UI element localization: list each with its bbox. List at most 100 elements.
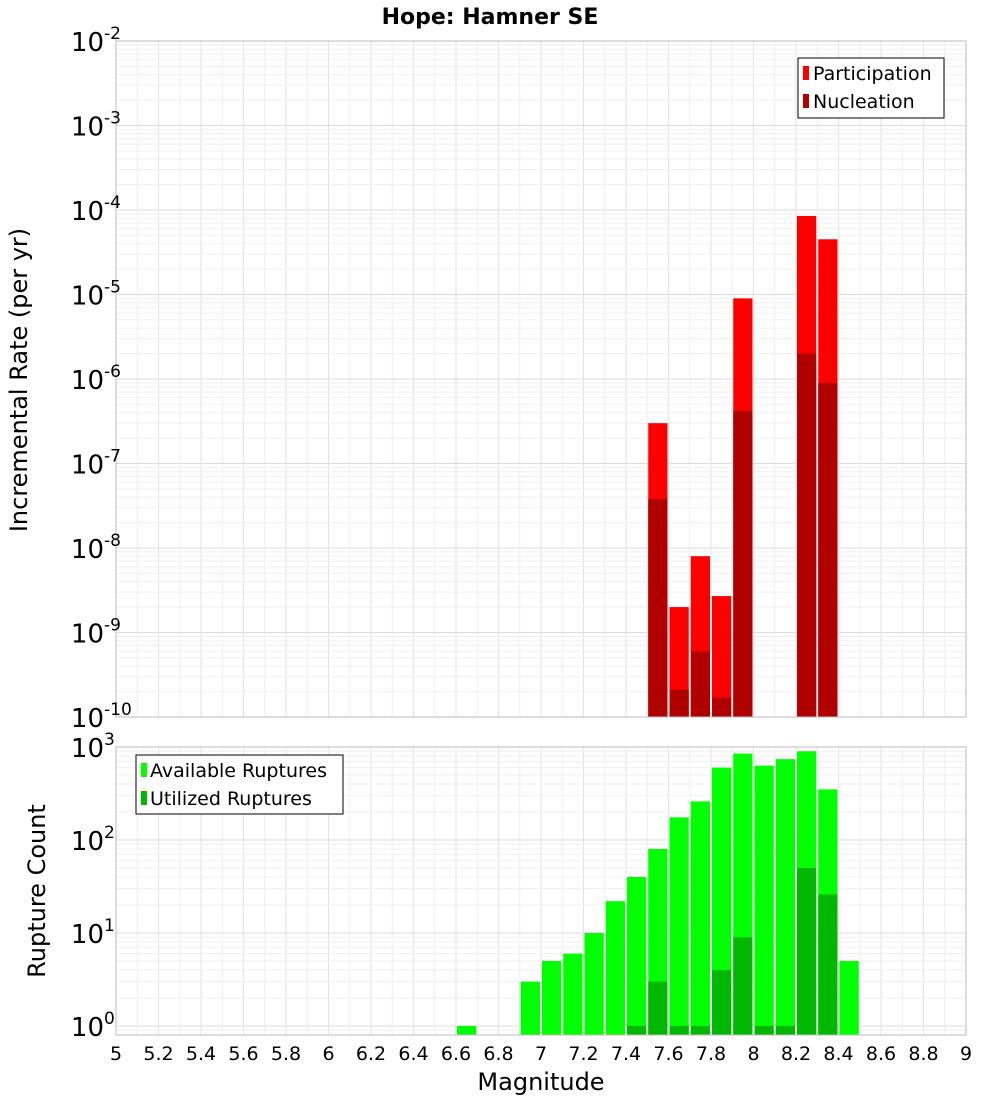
rate-legend-box	[797, 57, 945, 119]
rate-y-tick-label: 10	[71, 704, 104, 734]
count-bar-b	[797, 867, 817, 1035]
count-bar-b	[775, 1025, 795, 1035]
count-bar-a	[712, 767, 732, 1035]
count-bar-b	[648, 981, 668, 1035]
rate-y-ticks: 10-210-310-410-510-610-710-810-910-10	[71, 24, 132, 734]
rate-grid	[115, 40, 967, 718]
count-legend-box	[135, 754, 344, 815]
rate-panel: 10-210-310-410-510-610-710-810-910-10 In…	[5, 24, 967, 734]
x-tick-label: 8.2	[781, 1043, 811, 1065]
count-bar-b	[818, 894, 838, 1035]
rate-y-tick-exponent: -7	[104, 447, 121, 467]
rate-bar-b	[797, 353, 817, 717]
count-bar-b	[690, 1025, 710, 1035]
count-y-tick-label: 10	[71, 734, 104, 764]
rate-y-tick-exponent: -3	[104, 109, 121, 129]
legend-swatch-participation	[803, 66, 809, 80]
rate-legend: Participation Nucleation	[797, 57, 945, 119]
rate-y-tick-label: 10	[71, 197, 104, 227]
count-bar-a	[563, 953, 583, 1035]
rate-y-tick-label: 10	[71, 113, 104, 143]
rate-y-tick-label: 10	[71, 28, 104, 58]
count-legend: Available Ruptures Utilized Ruptures	[135, 754, 344, 815]
rate-y-tick-exponent: -10	[104, 700, 132, 720]
rate-y-tick-exponent: -6	[104, 362, 121, 382]
legend-label-available: Available Ruptures	[150, 760, 327, 782]
count-bar-b	[754, 1025, 774, 1035]
x-tick-label: 6.2	[356, 1043, 386, 1065]
count-y-tick-label: 10	[71, 920, 104, 950]
rate-bars	[648, 215, 838, 718]
x-tick-label: 5.6	[228, 1043, 258, 1065]
count-y-tick-label: 10	[71, 827, 104, 857]
rate-bar-b	[818, 382, 838, 717]
count-bar-a	[542, 960, 562, 1035]
count-bar-a	[520, 981, 540, 1035]
rate-y-tick-exponent: -5	[104, 278, 121, 298]
x-tick-label: 7.8	[696, 1043, 726, 1065]
rate-y-tick-label: 10	[71, 620, 104, 650]
x-tick-label: 5.8	[271, 1043, 301, 1065]
x-tick-label: 6	[322, 1043, 334, 1065]
x-tick-label: 7	[535, 1043, 547, 1065]
x-tick-label: 5.2	[143, 1043, 173, 1065]
rate-bar-b	[690, 651, 710, 717]
rate-y-tick-exponent: -4	[104, 193, 121, 213]
legend-label-nucleation: Nucleation	[813, 91, 915, 113]
count-plot-frame	[115, 746, 967, 1036]
x-tick-label: 8	[747, 1043, 759, 1065]
legend-label-participation: Participation	[813, 63, 932, 85]
rate-bar-a	[712, 596, 732, 717]
x-tick-label: 8.4	[823, 1043, 853, 1065]
legend-swatch-nucleation	[803, 94, 809, 108]
count-bar-a	[669, 817, 689, 1035]
legend-swatch-available	[141, 763, 147, 777]
count-y-axis-label: Rupture Count	[23, 804, 51, 978]
x-tick-label: 5.4	[186, 1043, 216, 1065]
x-axis-label: Magnitude	[477, 1068, 604, 1096]
rate-bar-b	[669, 689, 689, 717]
legend-swatch-utilized	[141, 791, 147, 805]
count-bars	[457, 751, 859, 1035]
count-bar-a	[754, 765, 774, 1035]
rate-y-tick-label: 10	[71, 535, 104, 565]
rate-bar-a	[669, 607, 689, 717]
rate-y-axis-label: Incremental Rate (per yr)	[5, 228, 33, 532]
x-tick-label: 6.4	[398, 1043, 428, 1065]
count-y-tick-exponent: 1	[104, 916, 115, 936]
rate-y-tick-exponent: -2	[104, 24, 121, 44]
x-tick-label: 7.2	[568, 1043, 598, 1065]
count-bar-a	[839, 960, 859, 1035]
count-bar-b	[712, 969, 732, 1035]
legend-label-utilized: Utilized Ruptures	[150, 788, 312, 810]
count-bar-a	[775, 759, 795, 1035]
x-tick-label: 8.8	[908, 1043, 938, 1065]
rate-y-tick-exponent: -8	[104, 531, 121, 551]
count-bar-a	[584, 932, 604, 1035]
count-bar-a	[457, 1025, 477, 1035]
rate-y-tick-label: 10	[71, 451, 104, 481]
count-y-tick-label: 10	[71, 1013, 104, 1043]
x-tick-label: 7.4	[611, 1043, 641, 1065]
x-tick-label: 6.6	[441, 1043, 471, 1065]
count-y-tick-exponent: 0	[104, 1009, 115, 1029]
rate-bar-b	[733, 410, 753, 717]
x-tick-label: 8.6	[866, 1043, 896, 1065]
chart-title: Hope: Hamner SE	[382, 5, 599, 30]
rate-plot-frame	[115, 40, 967, 718]
x-tick-label: 6.8	[483, 1043, 513, 1065]
count-bar-b	[627, 1025, 647, 1035]
rate-y-tick-label: 10	[71, 366, 104, 396]
count-bar-a	[605, 901, 625, 1035]
rate-bar-b	[712, 697, 732, 717]
count-y-tick-exponent: 2	[104, 823, 115, 843]
x-tick-label: 9	[960, 1043, 972, 1065]
count-bar-a	[690, 801, 710, 1035]
count-y-tick-exponent: 3	[104, 730, 115, 750]
x-ticks: 5 5.2 5.4 5.6 5.8 6 6.2 6.4 6.6 6.8 7 7.2 7.4 7.6 7.8 8…	[110, 1043, 972, 1065]
count-bar-b	[733, 937, 753, 1035]
x-tick-label: 7.6	[653, 1043, 683, 1065]
